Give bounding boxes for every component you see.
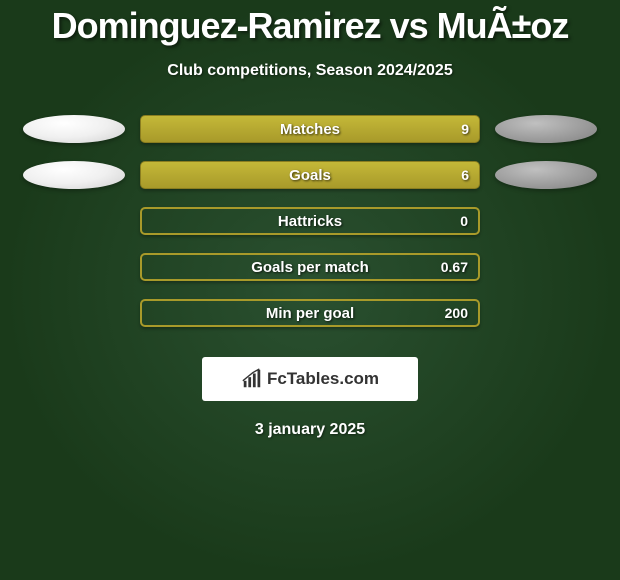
stat-bar-hattricks: Hattricks 0 xyxy=(140,207,480,235)
stat-value: 0 xyxy=(460,213,468,229)
stat-bar-goals: Goals 6 xyxy=(140,161,480,189)
stat-row: Goals per match 0.67 xyxy=(0,253,620,281)
subtitle: Club competitions, Season 2024/2025 xyxy=(0,62,620,80)
player-left-oval xyxy=(23,161,125,189)
player-left-oval xyxy=(23,115,125,143)
comparison-container: Dominguez-Ramirez vs MuÃ±oz Club competi… xyxy=(0,0,620,439)
stat-value: 6 xyxy=(461,167,469,183)
attribution-box[interactable]: FcTables.com xyxy=(202,357,418,401)
stat-label: Min per goal xyxy=(266,305,354,322)
stat-bar-matches: Matches 9 xyxy=(140,115,480,143)
stat-value: 9 xyxy=(461,121,469,137)
chart-icon xyxy=(241,368,263,390)
stat-row: Hattricks 0 xyxy=(0,207,620,235)
attribution-text: FcTables.com xyxy=(267,369,379,389)
oval-placeholder xyxy=(495,299,597,327)
stat-label: Goals xyxy=(289,167,331,184)
stat-label: Goals per match xyxy=(251,259,369,276)
player-right-oval xyxy=(495,161,597,189)
stat-row: Min per goal 200 xyxy=(0,299,620,327)
oval-placeholder xyxy=(23,299,125,327)
stat-value: 200 xyxy=(445,305,468,321)
stat-label: Matches xyxy=(280,121,340,138)
player-right-oval xyxy=(495,115,597,143)
stat-bar-gpm: Goals per match 0.67 xyxy=(140,253,480,281)
stat-label: Hattricks xyxy=(278,213,342,230)
page-title: Dominguez-Ramirez vs MuÃ±oz xyxy=(0,5,620,47)
date-text: 3 january 2025 xyxy=(0,421,620,439)
stats-rows: Matches 9 Goals 6 Hattricks 0 Goals xyxy=(0,115,620,327)
stat-row: Matches 9 xyxy=(0,115,620,143)
oval-placeholder xyxy=(495,207,597,235)
stat-bar-mpg: Min per goal 200 xyxy=(140,299,480,327)
oval-placeholder xyxy=(23,253,125,281)
oval-placeholder xyxy=(23,207,125,235)
stat-row: Goals 6 xyxy=(0,161,620,189)
stat-value: 0.67 xyxy=(441,259,468,275)
oval-placeholder xyxy=(495,253,597,281)
